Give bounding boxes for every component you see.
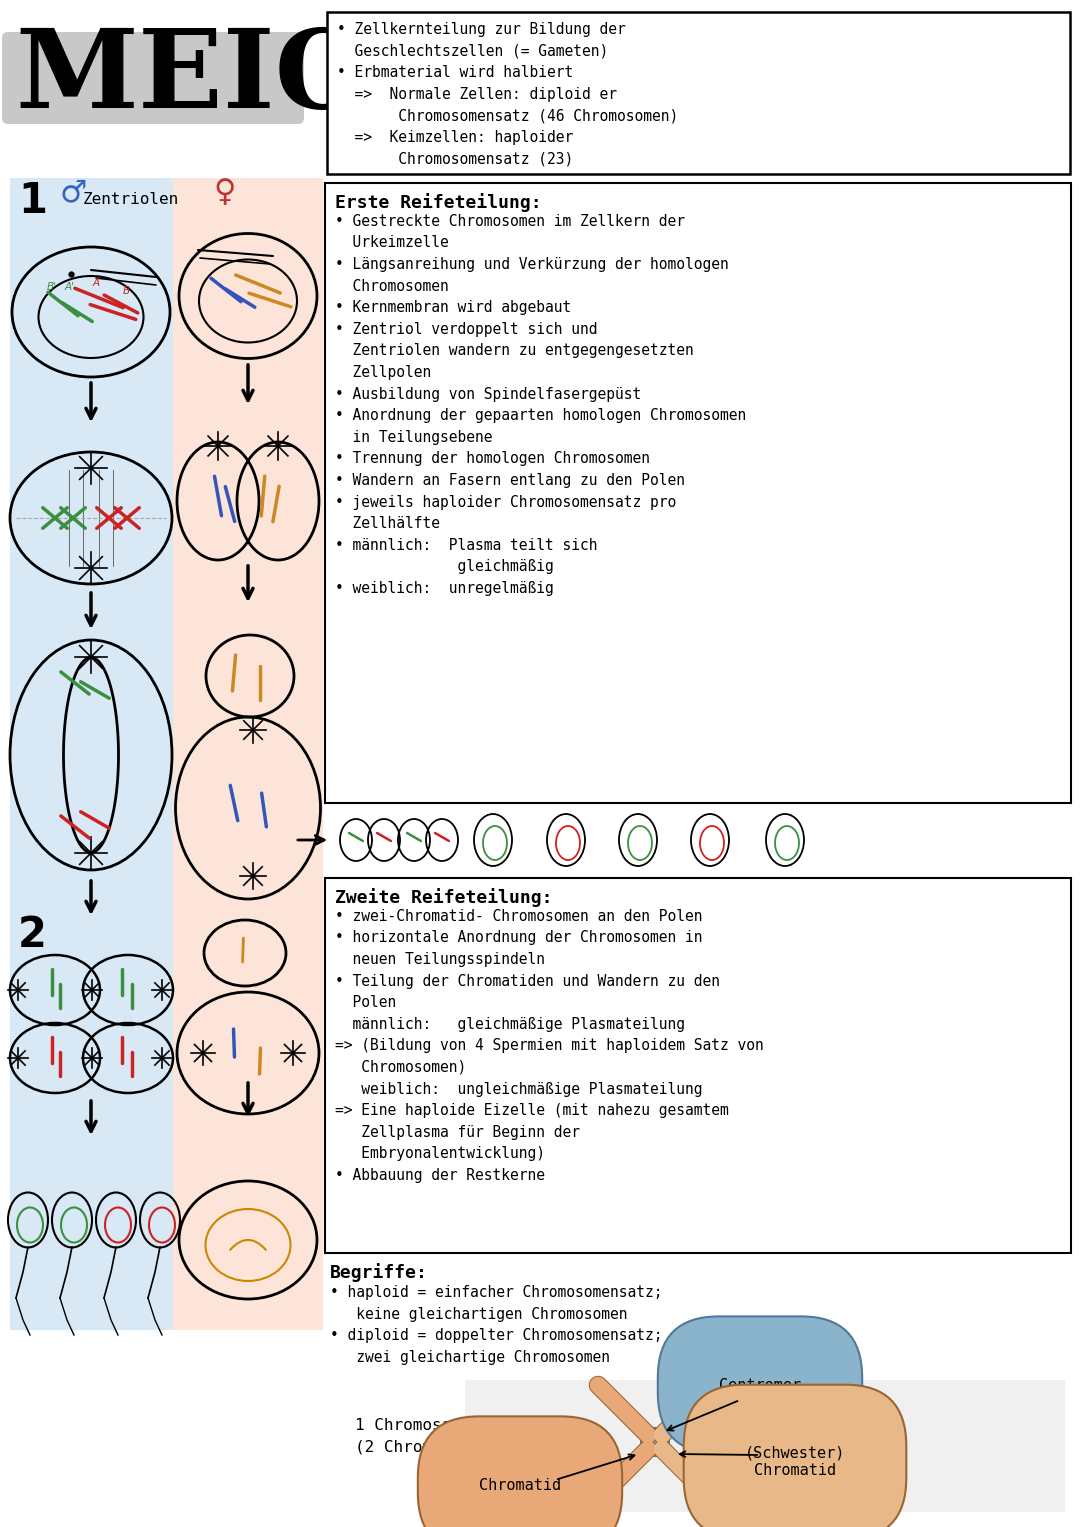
Text: 1: 1 bbox=[18, 180, 48, 221]
FancyBboxPatch shape bbox=[325, 183, 1071, 803]
Text: Zentriolen: Zentriolen bbox=[83, 192, 179, 208]
Text: Erste Reifeteilung:: Erste Reifeteilung: bbox=[335, 192, 542, 212]
Text: Centromer: Centromer bbox=[719, 1377, 801, 1393]
FancyBboxPatch shape bbox=[327, 12, 1070, 174]
FancyBboxPatch shape bbox=[465, 1380, 1065, 1512]
Text: Chromatid: Chromatid bbox=[478, 1478, 562, 1492]
FancyBboxPatch shape bbox=[173, 179, 323, 1330]
Text: 1 Chromosom
(2 Chromatid-Chromosom): 1 Chromosom (2 Chromatid-Chromosom) bbox=[355, 1419, 577, 1454]
Text: • zwei-Chromatid- Chromosomen an den Polen
• horizontale Anordnung der Chromosom: • zwei-Chromatid- Chromosomen an den Pol… bbox=[335, 909, 764, 1183]
Text: B': B' bbox=[48, 282, 57, 292]
Circle shape bbox=[642, 1428, 669, 1457]
Text: A: A bbox=[93, 278, 100, 289]
Text: (Schwester)
Chromatid: (Schwester) Chromatid bbox=[745, 1446, 846, 1478]
Text: • Gestreckte Chromosomen im Zellkern der
  Urkeimzelle
• Längsanreihung und Verk: • Gestreckte Chromosomen im Zellkern der… bbox=[335, 214, 746, 596]
Text: Zweite Reifeteilung:: Zweite Reifeteilung: bbox=[335, 889, 553, 907]
FancyBboxPatch shape bbox=[2, 32, 303, 124]
FancyBboxPatch shape bbox=[10, 179, 173, 1330]
Text: • Zellkernteilung zur Bildung der
  Geschlechtszellen (= Gameten)
• Erbmaterial : • Zellkernteilung zur Bildung der Geschl… bbox=[337, 21, 678, 166]
Text: • haploid = einfacher Chromosomensatz;
   keine gleichartigen Chromosomen
• dipl: • haploid = einfacher Chromosomensatz; k… bbox=[330, 1286, 662, 1365]
Text: A': A' bbox=[65, 282, 75, 292]
Text: B: B bbox=[123, 286, 130, 296]
Text: Begriffe:: Begriffe: bbox=[330, 1263, 428, 1283]
Text: 2: 2 bbox=[18, 915, 46, 956]
FancyBboxPatch shape bbox=[325, 878, 1071, 1254]
Text: ♂: ♂ bbox=[60, 179, 87, 208]
Text: ♀: ♀ bbox=[213, 179, 235, 208]
Text: MEIOSE: MEIOSE bbox=[15, 24, 537, 131]
